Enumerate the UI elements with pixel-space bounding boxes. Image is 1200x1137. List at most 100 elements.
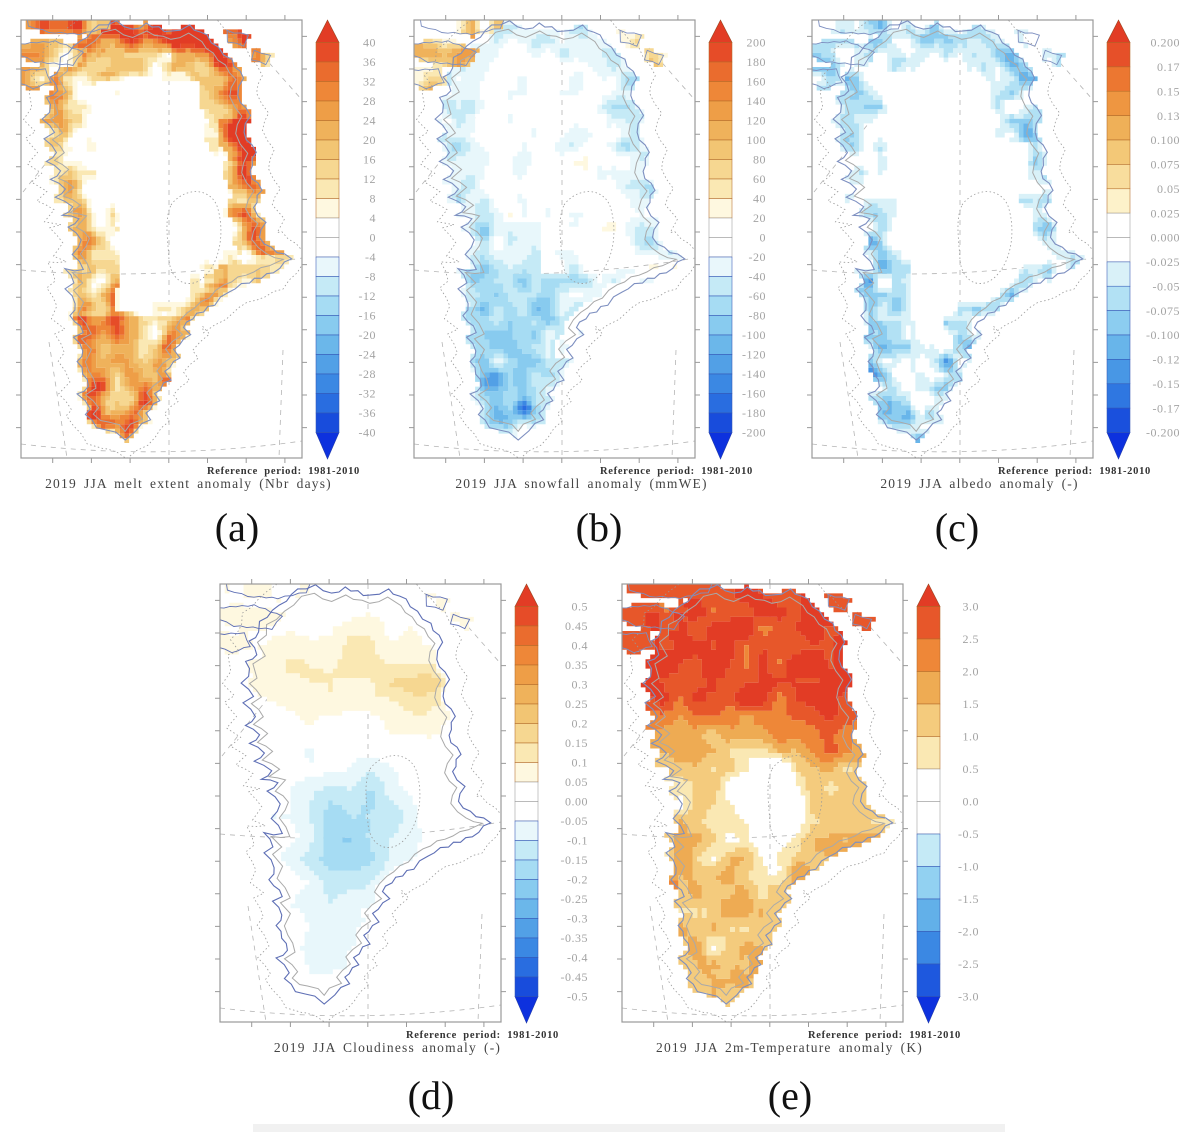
svg-text:0.1: 0.1 <box>572 756 589 770</box>
svg-text:140: 140 <box>747 94 767 108</box>
svg-text:0.5: 0.5 <box>572 600 589 614</box>
svg-text:(b): (b) <box>576 505 623 550</box>
svg-text:Reference period: 1981-2010: Reference period: 1981-2010 <box>207 466 360 477</box>
svg-text:Reference period: 1981-2010: Reference period: 1981-2010 <box>808 1030 961 1041</box>
svg-text:2.0: 2.0 <box>963 665 980 679</box>
svg-text:0.05: 0.05 <box>1157 182 1180 196</box>
svg-text:4: 4 <box>370 211 377 225</box>
svg-text:-160: -160 <box>742 387 766 401</box>
svg-text:0.15: 0.15 <box>1157 85 1180 99</box>
svg-text:Reference period: 1981-2010: Reference period: 1981-2010 <box>406 1030 559 1041</box>
svg-text:-0.05: -0.05 <box>1153 279 1181 293</box>
svg-text:-100: -100 <box>742 328 766 342</box>
svg-text:-28: -28 <box>359 367 377 381</box>
svg-text:2.5: 2.5 <box>963 632 980 646</box>
svg-text:28: 28 <box>363 94 376 108</box>
svg-text:-0.4: -0.4 <box>567 951 588 965</box>
svg-text:60: 60 <box>753 172 766 186</box>
svg-text:160: 160 <box>747 75 767 89</box>
svg-text:Reference period: 1981-2010: Reference period: 1981-2010 <box>600 466 753 477</box>
svg-text:16: 16 <box>363 153 376 167</box>
svg-text:0: 0 <box>370 231 377 245</box>
svg-text:-0.45: -0.45 <box>561 970 589 984</box>
svg-text:-20: -20 <box>749 250 767 264</box>
svg-text:0.45: 0.45 <box>565 619 588 633</box>
svg-text:-12: -12 <box>359 289 377 303</box>
svg-text:(a): (a) <box>215 505 259 550</box>
svg-text:0.2: 0.2 <box>572 717 589 731</box>
svg-text:-60: -60 <box>749 289 767 303</box>
svg-text:12: 12 <box>363 172 376 186</box>
svg-text:180: 180 <box>747 55 767 69</box>
svg-text:-0.15: -0.15 <box>1153 377 1181 391</box>
svg-text:-1.0: -1.0 <box>958 860 979 874</box>
svg-text:-2.5: -2.5 <box>958 957 979 971</box>
svg-text:0.05: 0.05 <box>565 775 588 789</box>
svg-text:0.25: 0.25 <box>565 697 588 711</box>
svg-text:-16: -16 <box>359 309 377 323</box>
svg-text:80: 80 <box>753 153 766 167</box>
svg-text:24: 24 <box>363 114 376 128</box>
svg-text:-32: -32 <box>359 387 377 401</box>
svg-text:0.000: 0.000 <box>1151 231 1181 245</box>
svg-text:-3.0: -3.0 <box>958 990 979 1004</box>
svg-text:32: 32 <box>363 75 376 89</box>
svg-text:2019 JJA albedo anomaly (-): 2019 JJA albedo anomaly (-) <box>880 476 1078 491</box>
svg-text:0.0: 0.0 <box>963 795 980 809</box>
svg-text:0.3: 0.3 <box>572 678 589 692</box>
svg-text:120: 120 <box>747 114 767 128</box>
svg-text:0.100: 0.100 <box>1151 133 1181 147</box>
svg-text:-80: -80 <box>749 309 767 323</box>
svg-text:40: 40 <box>753 192 766 206</box>
svg-text:-2.0: -2.0 <box>958 925 979 939</box>
svg-text:-1.5: -1.5 <box>958 892 979 906</box>
svg-text:-0.100: -0.100 <box>1146 328 1180 342</box>
svg-text:0.4: 0.4 <box>572 639 589 653</box>
svg-text:-0.075: -0.075 <box>1146 304 1180 318</box>
svg-text:-40: -40 <box>749 270 767 284</box>
svg-text:8: 8 <box>370 192 377 206</box>
svg-text:40: 40 <box>363 36 376 50</box>
svg-text:(c): (c) <box>935 505 979 550</box>
svg-text:-0.05: -0.05 <box>561 814 589 828</box>
svg-text:-0.17: -0.17 <box>1153 401 1181 415</box>
svg-text:-180: -180 <box>742 406 766 420</box>
svg-text:-0.5: -0.5 <box>958 827 979 841</box>
svg-text:20: 20 <box>753 211 766 225</box>
svg-text:-0.025: -0.025 <box>1146 255 1180 269</box>
svg-text:-36: -36 <box>359 406 377 420</box>
svg-text:-0.1: -0.1 <box>567 834 588 848</box>
svg-text:Reference period: 1981-2010: Reference period: 1981-2010 <box>998 466 1151 477</box>
svg-text:-40: -40 <box>359 426 377 440</box>
svg-text:0.13: 0.13 <box>1157 109 1180 123</box>
svg-text:-0.12: -0.12 <box>1153 353 1181 367</box>
svg-text:0.075: 0.075 <box>1151 158 1181 172</box>
svg-text:0.35: 0.35 <box>565 658 588 672</box>
svg-text:0.025: 0.025 <box>1151 206 1181 220</box>
svg-text:100: 100 <box>747 133 767 147</box>
svg-text:0: 0 <box>760 231 767 245</box>
svg-text:-0.5: -0.5 <box>567 990 588 1004</box>
svg-text:(e): (e) <box>768 1073 812 1118</box>
svg-text:0.15: 0.15 <box>565 736 588 750</box>
svg-text:0.200: 0.200 <box>1151 36 1181 50</box>
svg-text:-20: -20 <box>359 328 377 342</box>
svg-text:0.00: 0.00 <box>565 795 588 809</box>
svg-text:-0.15: -0.15 <box>561 853 589 867</box>
svg-text:0.5: 0.5 <box>963 762 980 776</box>
svg-text:3.0: 3.0 <box>963 600 980 614</box>
svg-text:1.5: 1.5 <box>963 697 980 711</box>
svg-text:20: 20 <box>363 133 376 147</box>
svg-text:-140: -140 <box>742 367 766 381</box>
svg-text:-200: -200 <box>742 426 766 440</box>
svg-text:2019 JJA Cloudiness anomaly (-: 2019 JJA Cloudiness anomaly (-) <box>274 1040 501 1055</box>
svg-text:-120: -120 <box>742 348 766 362</box>
svg-text:-0.35: -0.35 <box>561 931 589 945</box>
svg-text:2019 JJA 2m-Temperature anomal: 2019 JJA 2m-Temperature anomaly (K) <box>656 1040 923 1055</box>
svg-text:-0.25: -0.25 <box>561 892 589 906</box>
svg-text:-0.200: -0.200 <box>1146 426 1180 440</box>
svg-text:-0.2: -0.2 <box>567 873 588 887</box>
svg-text:-4: -4 <box>365 250 376 264</box>
svg-text:2019 JJA snowfall anomaly (mmW: 2019 JJA snowfall anomaly (mmWE) <box>455 476 707 491</box>
svg-text:-8: -8 <box>365 270 376 284</box>
